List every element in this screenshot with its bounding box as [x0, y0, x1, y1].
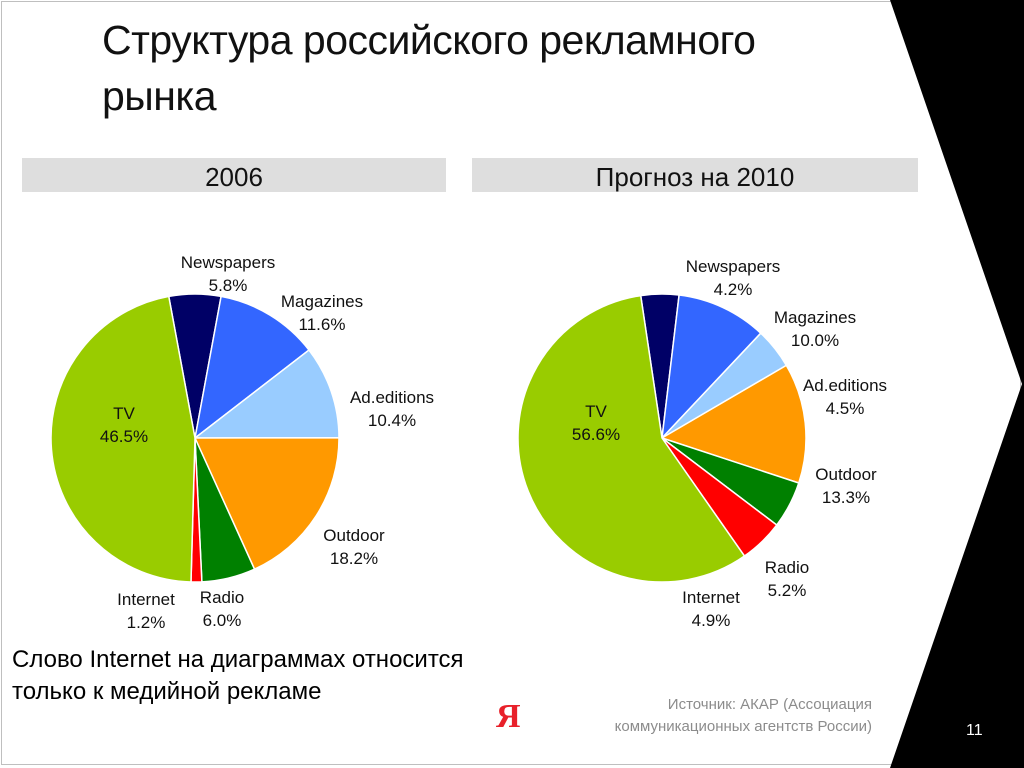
footnote: Слово Internet на диаграммах относится т… — [12, 644, 464, 708]
pie-2006-slice-tv — [50, 295, 196, 583]
pie-2010-label-internet: Internet 4.9% — [682, 586, 740, 632]
pie-2010-label-name: Magazines — [773, 308, 857, 327]
pie-2010-label-value: 10.0% — [790, 331, 840, 350]
chart-2006-header: 2006 — [22, 158, 446, 192]
pie-2006-label-value: 46.5% — [99, 427, 149, 446]
pie-2006-label-name: Magazines — [280, 292, 364, 311]
pie-2010-label-value: 13.3% — [821, 488, 871, 507]
pie-2006-label-name: Outdoor — [323, 526, 385, 545]
pie-2010-label-tv: TV 56.6% — [572, 400, 620, 446]
pie-2006-label-outdoor: Outdoor 18.2% — [323, 524, 384, 570]
footnote-line-1: Слово Internet на диаграммах относится — [12, 646, 464, 673]
pie-2010-slice-outdoor — [660, 364, 807, 484]
pie-2006-label-value: 1.2% — [126, 613, 166, 632]
source-line-1: Источник: АКАР (Ассоциация — [667, 696, 872, 713]
pie-2010-slice-magazines — [660, 294, 762, 441]
pie-2010-label-name: Newspapers — [685, 257, 781, 276]
source-line-2: коммуникационных агентств России) — [614, 718, 872, 735]
pie-2006-label-tv: TV 46.5% — [100, 402, 148, 448]
pie-2010-label-name: Radio — [764, 558, 810, 577]
pie-2006-label-value: 10.4% — [367, 411, 417, 430]
pie-2010-label-radio: Radio 5.2% — [765, 556, 809, 602]
pie-2006-label-newspapers: Newspapers 5.8% — [181, 251, 276, 297]
pie-2010-label-value: 5.2% — [767, 581, 807, 600]
pie-2006-label-magazines: Magazines 11.6% — [281, 290, 363, 336]
pie-2006-slice-outdoor — [193, 436, 340, 571]
pie-2010-label-value: 4.5% — [825, 399, 865, 418]
pie-2006-slice-magazines — [193, 295, 311, 440]
pie-2006-label-name: Internet — [117, 590, 175, 609]
yandex-logo: Я — [496, 698, 521, 735]
pie-2006-label-internet: Internet 1.2% — [117, 588, 175, 634]
pie-2010-label-name: Ad.editions — [802, 376, 888, 395]
pie-2010-label-name: TV — [585, 402, 607, 421]
pie-2010-label-value: 4.2% — [713, 280, 753, 299]
page-number: 11 — [966, 722, 983, 739]
page-title: Структура российского рекламного рынка — [102, 17, 756, 119]
pie-2006-label-name: Newspapers — [180, 253, 276, 272]
pie-2006-label-value: 11.6% — [298, 315, 346, 334]
pie-2006-label-radio: Radio 6.0% — [200, 586, 244, 632]
chart-2010-header: Прогноз на 2010 — [472, 158, 918, 192]
pie-2010-label-value: 4.9% — [691, 611, 731, 630]
source-note: Источник: АКАР (Ассоциация коммуникацион… — [615, 694, 872, 738]
pie-2010-label-name: Internet — [682, 588, 740, 607]
pie-2006-label-name: TV — [113, 404, 135, 423]
pie-2006-label-ad-editions: Ad.editions 10.4% — [350, 386, 434, 432]
pie-2006-label-value: 18.2% — [329, 549, 379, 568]
footnote-line-2: только к медийной рекламе — [12, 678, 322, 705]
pie-2006-label-name: Ad.editions — [349, 388, 435, 407]
pie-2010-label-outdoor: Outdoor 13.3% — [815, 463, 876, 509]
pie-2006-label-name: Radio — [199, 588, 245, 607]
pie-2010-label-ad-editions: Ad.editions 4.5% — [803, 374, 887, 420]
pie-2010-slice-tv — [517, 294, 746, 583]
pie-2006-slice-ad-editions — [192, 348, 340, 439]
pie-2010-label-value: 56.6% — [571, 425, 621, 444]
pie-2006-label-value: 6.0% — [202, 611, 242, 630]
pie-2010-label-newspapers: Newspapers 4.2% — [686, 255, 781, 301]
pie-2006-label-value: 5.8% — [208, 276, 248, 295]
pie-2010-label-name: Outdoor — [815, 465, 877, 484]
pie-2010-label-magazines: Magazines 10.0% — [774, 306, 856, 352]
